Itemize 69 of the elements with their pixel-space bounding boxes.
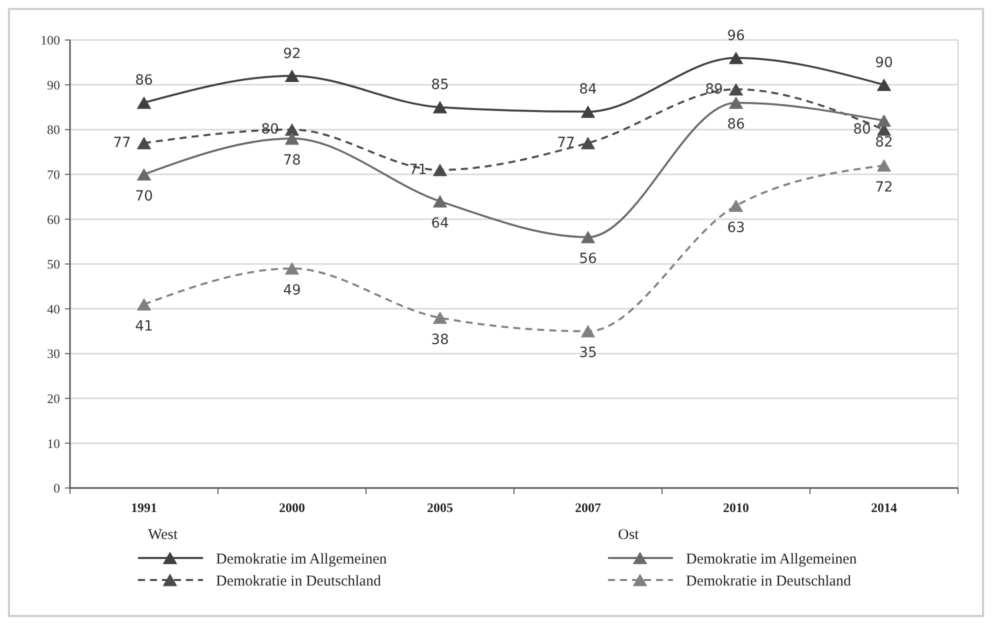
y-tick-label: 0: [54, 480, 60, 496]
y-tick-label: 100: [40, 32, 60, 48]
legend-label: Demokratie im Allgemeinen: [686, 551, 858, 568]
data-label: 89: [705, 81, 723, 98]
point: [580, 324, 596, 338]
point: [728, 52, 744, 64]
data-label: 77: [557, 135, 575, 152]
point: [580, 230, 596, 244]
point: [284, 70, 300, 82]
x-tick-label: 2000: [279, 500, 305, 515]
text: Ost: [618, 527, 640, 543]
point: [876, 78, 892, 91]
data-label: 86: [135, 72, 153, 89]
point: [580, 105, 596, 118]
data-label: 78: [283, 152, 301, 169]
data-label: 85: [431, 77, 449, 94]
data-label: 80: [261, 122, 279, 138]
data-label: 41: [135, 318, 153, 334]
x-tick-label: 2007: [575, 500, 602, 515]
point: [876, 159, 892, 172]
data-label: 63: [727, 220, 745, 236]
y-tick-label: 50: [47, 256, 60, 272]
point: [432, 164, 448, 176]
x-tick-label: 2010: [723, 500, 749, 515]
data-label: 72: [875, 179, 893, 196]
x-tick-label: 2005: [427, 500, 454, 515]
data-label: 82: [875, 134, 893, 151]
data-label: 96: [727, 28, 745, 44]
y-tick-label: 40: [47, 301, 60, 316]
y-tick-label: 90: [47, 77, 60, 92]
y-tick-label: 70: [47, 166, 60, 182]
y-tick-label: 10: [47, 436, 60, 451]
legend-label: Demokratie in Deutschland: [216, 573, 382, 590]
point: [432, 100, 448, 114]
data-label: 38: [431, 332, 449, 348]
point: [136, 136, 152, 150]
point: [284, 132, 300, 145]
data-label: 86: [727, 116, 745, 133]
legend-label: Demokratie in Deutschland: [686, 573, 852, 590]
text: West: [148, 527, 178, 543]
data-label: 35: [579, 345, 597, 362]
y-tick-label: 80: [47, 122, 60, 138]
point: [728, 96, 744, 109]
y-tick-label: 30: [47, 346, 60, 362]
point: [728, 199, 744, 212]
point: [728, 82, 744, 96]
data-label: 70: [135, 188, 153, 204]
y-tick-label: 20: [47, 390, 60, 406]
data-label: 77: [113, 135, 131, 152]
data-label: 90: [875, 54, 893, 71]
point: [136, 168, 152, 181]
y-tick-label: 60: [47, 212, 60, 227]
data-label: 64: [431, 215, 449, 232]
point: [284, 262, 300, 275]
data-label: 80: [853, 122, 871, 138]
point: [432, 194, 448, 208]
point: [876, 114, 892, 127]
point: [580, 136, 596, 150]
point: [136, 96, 152, 109]
data-label: 71: [409, 162, 427, 178]
data-label: 49: [283, 282, 301, 298]
point: [432, 311, 448, 324]
data-label: 92: [283, 46, 301, 62]
point: [136, 298, 152, 310]
data-label: 56: [579, 251, 597, 268]
legend-label: Demokratie im Allgemeinen: [216, 551, 388, 568]
x-tick-label: 2014: [871, 500, 898, 515]
data-label: 84: [579, 82, 597, 98]
x-tick-label: 1991: [131, 500, 157, 515]
